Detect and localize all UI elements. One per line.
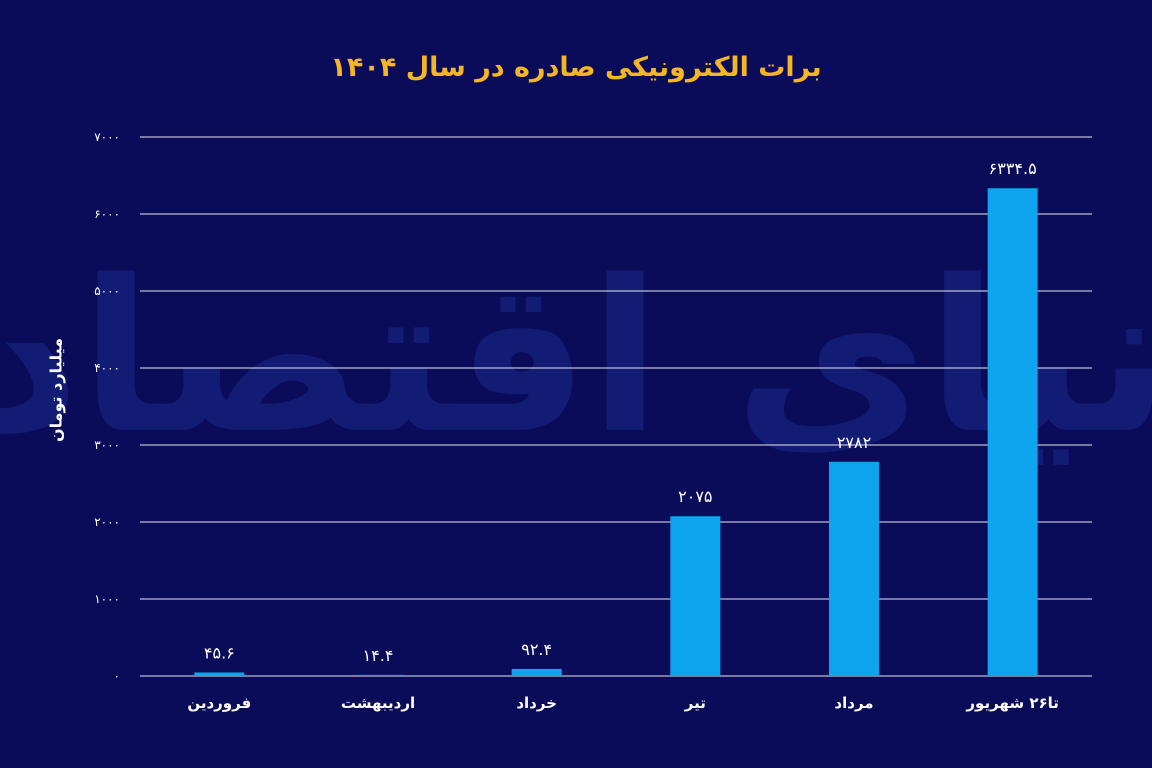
category-label-0: فروردین [187, 694, 251, 712]
bar-5 [987, 188, 1038, 676]
value-label-4: ۲۷۸۲ [837, 433, 871, 452]
x-axis-categories: فروردین اردیبهشت خرداد تیر مرداد تا۲۶ شهریور [187, 694, 1059, 712]
value-label-0: ۴۵.۶ [204, 643, 235, 662]
value-label-2: ۹۲.۴ [521, 640, 552, 659]
y-tick-label-3000: ۳۰۰۰ [94, 438, 120, 452]
category-label-3: تیر [684, 694, 706, 712]
y-tick-label-7000: ۷۰۰۰ [94, 130, 120, 144]
bar-4 [829, 461, 879, 676]
bar-3 [670, 516, 721, 676]
bars [194, 188, 1038, 676]
bar-2 [511, 668, 562, 676]
chart-title: برات الکترونیکی صادره در سال ۱۴۰۴ [330, 52, 822, 83]
bar-0 [194, 672, 245, 676]
grid-lines [140, 136, 1092, 677]
value-label-5: ۶۳۳۴.۵ [989, 159, 1037, 178]
y-tick-label-6000: ۶۰۰۰ [94, 207, 120, 221]
bar-1 [353, 674, 403, 676]
watermark-text: دنیای اقتصاد [0, 235, 1152, 480]
y-tick-label-4000: ۴۰۰۰ [94, 361, 120, 375]
value-label-1: ۱۴.۴ [363, 646, 394, 665]
category-label-5: تا۲۶ شهریور [965, 694, 1058, 712]
y-tick-label-1000: ۱۰۰۰ [94, 592, 120, 606]
y-tick-label-5000: ۵۰۰۰ [94, 284, 120, 298]
category-label-2: خرداد [516, 694, 557, 712]
y-axis-ticks: ۰ ۱۰۰۰ ۲۰۰۰ ۳۰۰۰ ۴۰۰۰ ۵۰۰۰ ۶۰۰۰ ۷۰۰۰ [94, 130, 120, 683]
y-tick-label-0: ۰ [114, 669, 120, 683]
category-label-4: مرداد [834, 694, 873, 712]
watermark: دنیای اقتصاد [0, 235, 1152, 480]
value-labels: ۴۵.۶ ۱۴.۴ ۹۲.۴ ۲۰۷۵ ۲۷۸۲ ۶۳۳۴.۵ [204, 159, 1037, 665]
y-axis-label: میلیارد تومان [46, 337, 66, 443]
category-label-1: اردیبهشت [341, 694, 415, 712]
y-tick-label-2000: ۲۰۰۰ [94, 515, 120, 529]
value-label-3: ۲۰۷۵ [678, 487, 712, 506]
